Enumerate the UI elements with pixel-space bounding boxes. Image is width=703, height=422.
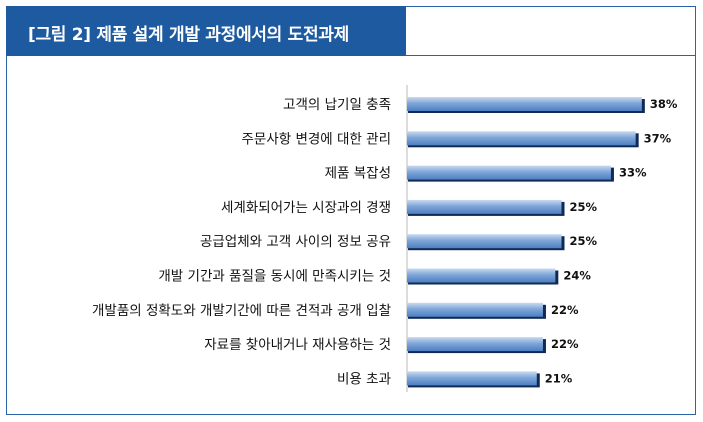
bars-layer: 고객의 납기일 충족 38% 주문사항 변경에 대한 관리 37% 제품 복잡성 33% 세… [92,97,678,388]
bar [407,234,562,249]
value-label: 24% [563,269,591,283]
figure-title-bar: [그림 2] 제품 설계 개발 과정에서의 도전과제 [6,6,406,56]
value-label: 33% [619,166,647,180]
bar-group: 공급업체와 고객 사이의 정보 공유 25% [200,234,598,251]
bar-group: 제품 복잡성 33% [325,165,647,182]
value-label: 22% [551,303,579,317]
bar-group: 세계화되어가는 시장과의 경쟁 25% [221,199,598,216]
value-label: 25% [570,200,598,214]
bar [407,371,537,386]
category-label: 주문사항 변경에 대한 관리 [242,131,392,147]
bar-group: 고객의 납기일 충족 38% [283,97,678,113]
category-label: 비용 초과 [337,371,391,387]
category-label: 자료를 찾아내거나 재사용하는 것 [204,337,391,353]
category-label: 제품 복잡성 [325,166,391,182]
bar [407,165,611,180]
value-label: 38% [650,97,678,111]
value-label: 22% [551,337,579,351]
figure-frame [6,6,696,415]
category-label: 개발품의 정확도와 개발기간에 따른 견적과 공개 입찰 [92,303,391,319]
bar [407,337,543,352]
bar [407,302,543,317]
bar [407,268,556,283]
category-label: 고객의 납기일 충족 [283,97,391,113]
value-label: 25% [570,234,598,248]
bar-group: 자료를 찾아내거나 재사용하는 것 22% [204,337,579,354]
bar [407,199,562,214]
bar [407,97,642,111]
bar-group: 개발품의 정확도와 개발기간에 따른 견적과 공개 입찰 22% [92,302,579,319]
title-rule [406,55,696,56]
value-label: 21% [545,371,573,385]
category-label: 세계화되어가는 시장과의 경쟁 [221,200,391,216]
bar-group: 주문사항 변경에 대한 관리 37% [242,131,672,148]
bar-group: 개발 기간과 품질을 동시에 만족시키는 것 24% [158,268,591,285]
value-label: 37% [644,131,672,145]
figure-title: [그림 2] 제품 설계 개발 과정에서의 도전과제 [28,25,349,45]
bar-group: 비용 초과 21% [337,371,573,388]
category-label: 개발 기간과 품질을 동시에 만족시키는 것 [158,269,391,285]
category-label: 공급업체와 고객 사이의 정보 공유 [200,234,391,250]
bar [407,131,636,146]
